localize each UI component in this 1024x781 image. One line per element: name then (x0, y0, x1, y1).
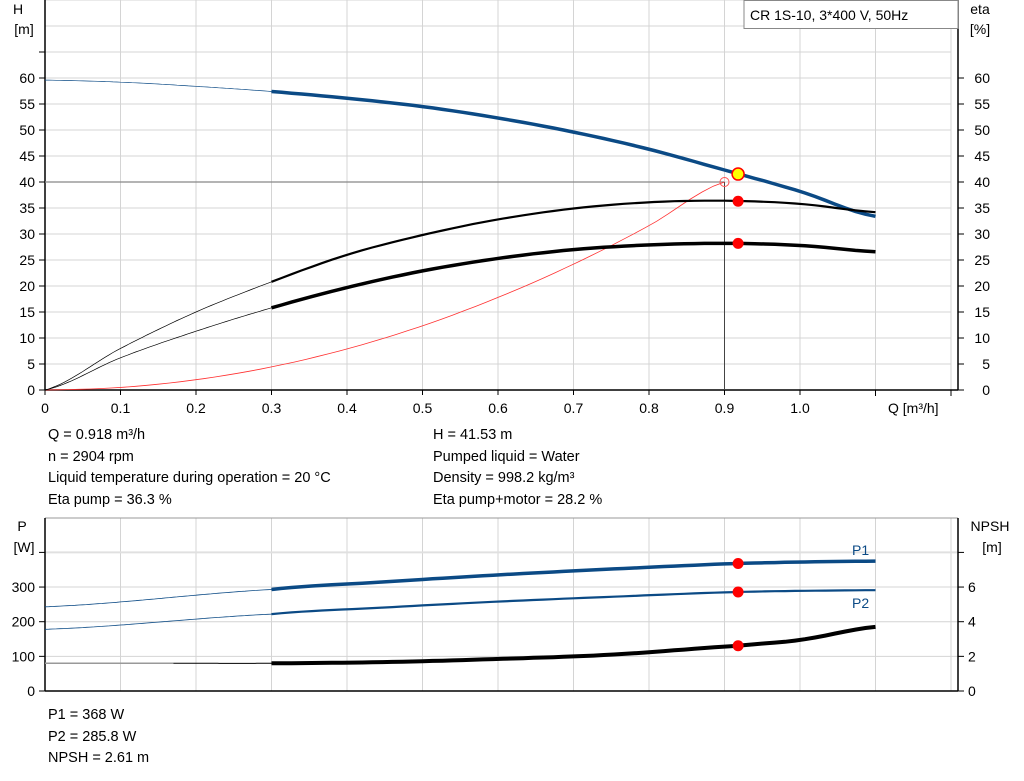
x-tick-label: 0.2 (186, 400, 206, 416)
y2-tick-label: 55 (974, 96, 990, 112)
eta-pump-curve-extrapolated (44, 281, 272, 391)
p2-curve-extrapolated (44, 613, 272, 630)
x-tick-label: 0.8 (639, 400, 659, 416)
y2-tick-label: 60 (974, 70, 990, 86)
y2-tick-label: 15 (974, 304, 990, 320)
y-tick-label: 55 (19, 96, 35, 112)
x-tick-label: 0.9 (715, 400, 735, 416)
p1-curve-extrapolated (44, 589, 272, 608)
info-eta-pump-motor: Eta pump+motor = 28.2 % (433, 492, 603, 509)
npsh-tick-label: 4 (968, 614, 976, 630)
info-flow: Q = 0.918 m³/h (48, 427, 146, 443)
operating-point-p2-marker (732, 586, 744, 598)
y-tick-label: 45 (19, 148, 35, 164)
x-tick-label: 0.1 (111, 400, 131, 416)
npsh-tick-label: 2 (968, 648, 976, 664)
y-tick-label: 35 (19, 200, 35, 216)
y-axis-label: H (13, 1, 23, 17)
y-tick-label: 25 (19, 252, 35, 268)
x-tick-label: 0.7 (564, 400, 584, 416)
eta-pump-curve (271, 199, 876, 283)
y2-tick-label: 10 (974, 330, 990, 346)
info-speed: n = 2904 rpm (48, 448, 134, 465)
p-tick-label: 300 (12, 579, 36, 595)
title-box: CR 1S-10, 3*400 V, 50Hz (743, 0, 959, 29)
x-tick-label: 0.5 (413, 400, 433, 416)
info-left: Q = 0.918 m³/h n = 2904 rpm Liquid tempe… (48, 425, 331, 512)
y2-tick-label: 20 (974, 278, 990, 294)
y2-axis-label: eta (970, 1, 990, 17)
operating-point-eta-pump-marker (732, 195, 744, 207)
y-tick-label: 15 (19, 304, 35, 320)
y-tick-label: 5 (27, 356, 35, 372)
info-right: H = 41.53 m Pumped liquid = Water Densit… (433, 425, 602, 512)
npsh-axis-label: NPSH (971, 518, 1010, 534)
y-tick-label: 60 (19, 70, 35, 86)
info-npsh: NPSH = 2.61 m (48, 750, 150, 767)
npsh-tick-label: 0 (968, 683, 976, 699)
info-p1: P1 = 368 W (48, 707, 125, 723)
y-tick-label: 20 (19, 278, 35, 294)
info-eta-pump: Eta pump = 36.3 % (48, 492, 172, 509)
p2-series-label: P2 (852, 595, 869, 611)
y2-tick-label: 30 (974, 226, 990, 242)
info-density: Density = 998.2 kg/m³ (433, 470, 575, 487)
npsh-tick-label: 6 (968, 579, 976, 595)
info-head: H = 41.53 m (433, 427, 513, 443)
x-tick-label: 0.6 (488, 400, 508, 416)
p1-series-label: P1 (852, 542, 869, 558)
operating-point-npsh-marker (732, 640, 744, 652)
operating-point-eta-pump-motor-marker (732, 237, 744, 249)
x-tick-label: 0.4 (337, 400, 357, 416)
y2-tick-label: 40 (974, 174, 990, 190)
info-liquid: Pumped liquid = Water (433, 448, 580, 465)
p-axis-label: P (17, 518, 26, 534)
info-bottom: P1 = 368 W P2 = 285.8 W NPSH = 2.61 m (48, 705, 149, 770)
p-tick-label: 200 (12, 614, 36, 630)
y-axis-unit: [m] (14, 21, 33, 37)
p-tick-label: 100 (12, 648, 36, 664)
info-temperature: Liquid temperature during operation = 20… (48, 470, 331, 487)
operating-point-p1-marker (732, 557, 744, 569)
y2-tick-label: 25 (974, 252, 990, 268)
head-curve-extrapolated (45, 79, 272, 92)
operating-point-head-marker (731, 167, 745, 181)
y-tick-label: 50 (19, 122, 35, 138)
y2-tick-label: 5 (982, 356, 990, 372)
eta-pump-motor-curve-extrapolated (44, 307, 272, 391)
power-npsh-chart: 0 100 200 300 0 2 4 6 (12, 517, 976, 699)
duty-point-marker (719, 177, 730, 187)
y2-axis-unit: [%] (970, 21, 990, 37)
y2-tick-label: 35 (974, 200, 990, 216)
x-tick-label: 0 (41, 400, 49, 416)
eta-pump-motor-curve (271, 241, 876, 310)
p2-curve (271, 589, 876, 616)
y2-tick-label: 50 (974, 122, 990, 138)
npsh-axis-unit: [m] (982, 539, 1001, 555)
y-tick-label: 10 (19, 330, 35, 346)
info-p2: P2 = 285.8 W (48, 728, 137, 745)
head-curve (271, 89, 876, 219)
p-axis-unit: [W] (14, 539, 35, 555)
y-tick-label: 0 (27, 382, 35, 398)
y2-tick-label: 45 (974, 148, 990, 164)
x-tick-label: 1.0 (790, 400, 810, 416)
y-tick-label: 40 (19, 174, 35, 190)
title-box-frame (743, 0, 959, 29)
y2-tick-label: 0 (982, 382, 990, 398)
y-tick-label: 30 (19, 226, 35, 242)
x-tick-label: 0.3 (262, 400, 282, 416)
p1-curve (271, 559, 876, 592)
x-axis-label: Q [m³/h] (888, 400, 939, 416)
p-tick-label: 0 (27, 683, 35, 699)
npsh-curve (271, 624, 876, 666)
chart-title: CR 1S-10, 3*400 V, 50Hz (750, 7, 908, 23)
